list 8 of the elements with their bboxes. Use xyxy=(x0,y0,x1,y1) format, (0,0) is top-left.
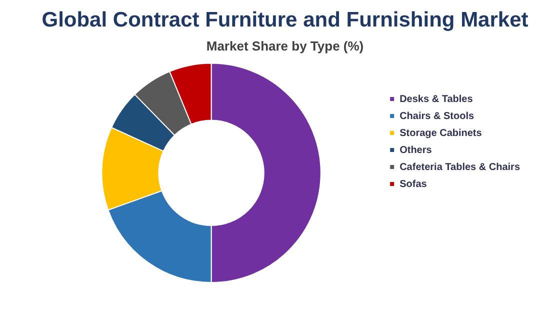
chart-subtitle: Market Share by Type (%) xyxy=(206,38,364,54)
legend-label: Others xyxy=(400,144,432,156)
legend-label: Cafeteria Tables & Chairs xyxy=(400,162,520,173)
chart-title: Global Contract Furniture and Furnishing Market xyxy=(42,8,528,32)
legend-label: Chairs & Stools xyxy=(400,110,474,122)
legend-label: Desks & Tables xyxy=(400,94,474,105)
legend-label: Storage Cabinets xyxy=(400,128,482,139)
legend-label: Sofas xyxy=(400,178,428,190)
